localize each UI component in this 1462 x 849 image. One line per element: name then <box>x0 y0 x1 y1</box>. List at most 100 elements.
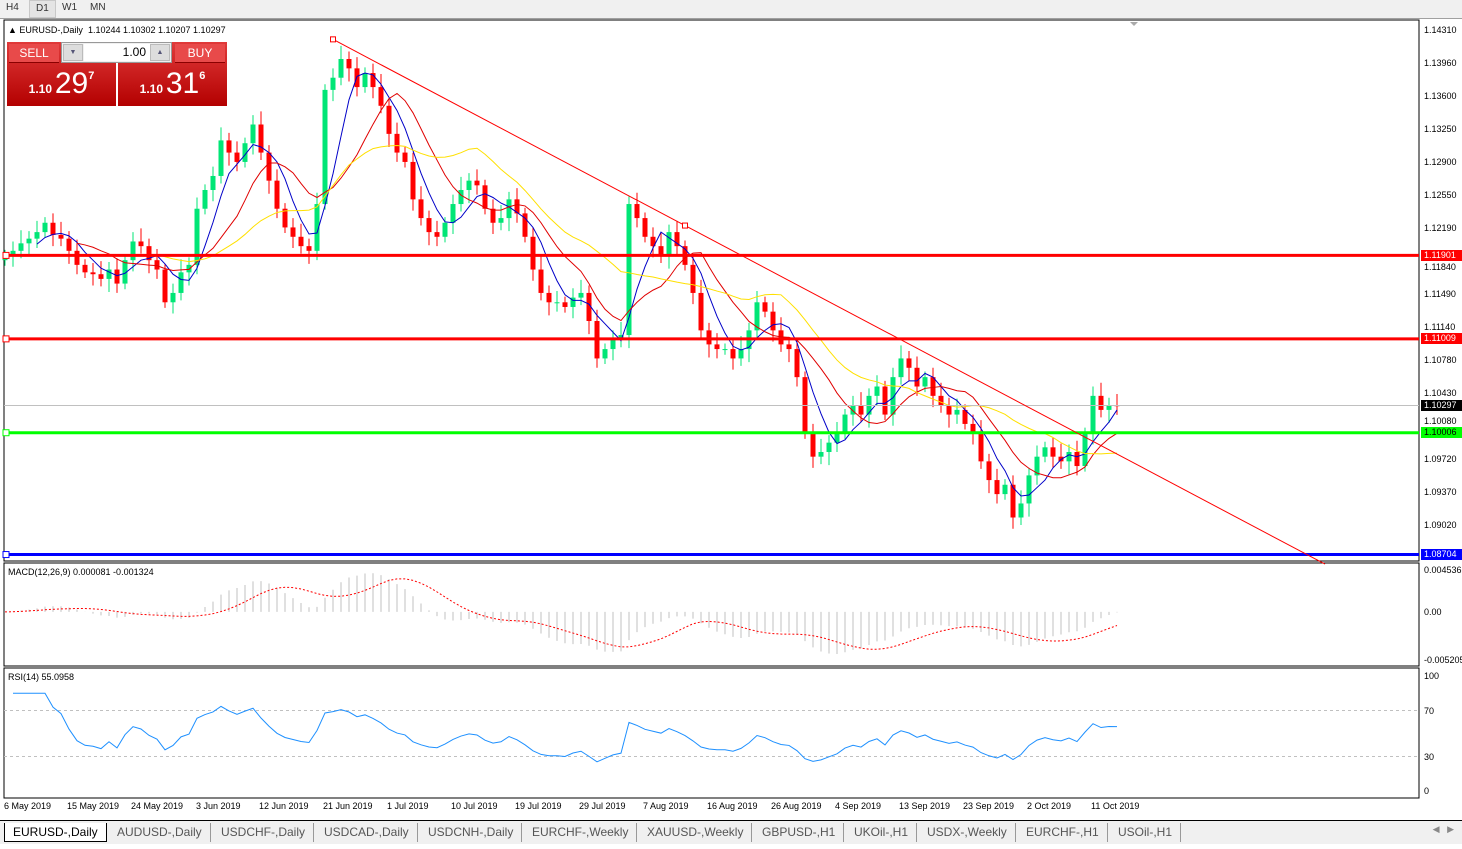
candle-body <box>906 358 912 368</box>
lot-decrease-icon[interactable]: ▼ <box>63 44 83 61</box>
date-axis-label: 4 Sep 2019 <box>835 801 882 811</box>
candle <box>914 356 920 396</box>
candle <box>970 414 976 445</box>
candle <box>474 169 480 195</box>
candle-body <box>738 349 744 359</box>
candle-body <box>138 241 144 247</box>
candle <box>386 98 392 147</box>
candle <box>890 367 896 426</box>
candle-body <box>1002 484 1008 495</box>
candle-body <box>690 264 696 293</box>
candle-body <box>578 292 584 298</box>
candle <box>794 337 800 387</box>
candle <box>1026 467 1032 517</box>
candle-body <box>10 250 16 256</box>
date-axis-label: 6 May 2019 <box>4 801 52 811</box>
candle-body <box>794 349 800 378</box>
candle-body <box>914 367 920 387</box>
price-axis-label: 1.12190 <box>1424 223 1457 234</box>
candle <box>674 220 680 256</box>
chart-tab[interactable]: GBPUSD-,H1 <box>754 823 845 842</box>
candle-body <box>178 272 184 293</box>
candle <box>1098 382 1104 418</box>
candle-body <box>1050 447 1056 457</box>
candle <box>586 285 592 335</box>
chart-tab[interactable]: AUDUSD-,Daily <box>109 823 211 842</box>
date-axis-label: 19 Jul 2019 <box>515 801 562 811</box>
timeframe-d1[interactable]: D1 <box>29 0 56 18</box>
candle-body <box>442 222 448 237</box>
timeframe-w1[interactable]: W1 <box>62 2 77 13</box>
date-axis-label: 29 Jul 2019 <box>579 801 626 811</box>
candle-body <box>1010 484 1016 518</box>
candle <box>858 392 864 423</box>
date-axis-label: 24 May 2019 <box>131 801 184 811</box>
candle <box>482 179 488 215</box>
candle <box>66 231 72 264</box>
candle-body <box>650 236 656 247</box>
date-axis-label: 13 Sep 2019 <box>899 801 951 811</box>
candle <box>18 230 24 259</box>
chart-tab[interactable]: USDCAD-,Daily <box>316 823 418 842</box>
candle-body <box>850 405 856 415</box>
candle-body <box>1042 447 1048 457</box>
candle <box>58 221 64 247</box>
candle-body <box>418 199 424 219</box>
price-axis-label: 1.13600 <box>1424 91 1457 102</box>
tab-scroll-arrows-icon[interactable]: ◀ ▶ <box>1432 824 1454 834</box>
chart-tab[interactable]: USDX-,Weekly <box>919 823 1016 842</box>
candle <box>346 51 352 82</box>
chart-tab[interactable]: UKOil-,H1 <box>846 823 918 842</box>
chart-canvas[interactable] <box>0 0 1462 820</box>
macd-label: MACD(12,26,9) 0.000081 -0.001324 <box>8 567 154 577</box>
candle-body <box>482 185 488 209</box>
candle-body <box>434 232 440 237</box>
candle-body <box>42 222 48 233</box>
candle <box>402 146 408 168</box>
candle-body <box>162 269 168 303</box>
candle-body <box>714 344 720 350</box>
candle-body <box>74 250 80 265</box>
chart-tab[interactable]: USDCNH-,Daily <box>420 823 523 842</box>
candle <box>170 283 176 314</box>
candle-body <box>34 232 40 239</box>
trendline <box>332 38 1326 565</box>
chart-tab[interactable]: EURCHF-,Weekly <box>524 823 638 842</box>
chart-tabs: EURUSD-,Daily AUDUSD-,Daily USDCHF-,Daily U… <box>0 820 1462 844</box>
level-handle <box>2 251 10 259</box>
level-price-tag: 1.10006 <box>1421 427 1462 439</box>
candle <box>1066 444 1072 475</box>
timeframe-h4[interactable]: H4 <box>6 2 19 13</box>
candle-body <box>922 377 928 387</box>
candle-body <box>266 152 272 181</box>
chart-tab[interactable]: XAUUSD-,Weekly <box>639 823 753 842</box>
candle <box>290 218 296 249</box>
candle <box>210 166 216 202</box>
candle-body <box>170 292 176 303</box>
chart-tab[interactable]: USOil-,H1 <box>1110 823 1182 842</box>
candle-body <box>634 204 640 219</box>
candle-body <box>642 218 648 237</box>
moving-average-20 <box>156 144 1118 455</box>
candle-body <box>402 152 408 162</box>
lot-size-input[interactable]: 1.00 <box>84 44 150 61</box>
sell-price: 1.10 297 <box>28 67 95 100</box>
price-axis-label: 1.10430 <box>1424 388 1457 399</box>
chart-tab[interactable]: EURUSD-,Daily <box>4 823 107 842</box>
candle <box>882 380 888 421</box>
candle <box>546 285 552 316</box>
candle <box>202 184 208 215</box>
lot-increase-icon[interactable]: ▲ <box>150 44 170 61</box>
candle <box>538 256 544 301</box>
candle <box>570 288 576 319</box>
chart-tab[interactable]: EURCHF-,H1 <box>1018 823 1108 842</box>
date-axis-label: 3 Jun 2019 <box>196 801 241 811</box>
date-axis-label: 21 Jun 2019 <box>323 801 373 811</box>
candle-body <box>218 140 224 176</box>
candle <box>50 213 56 247</box>
trendline-anchor <box>330 36 336 43</box>
candle <box>994 468 1000 504</box>
timeframe-mn[interactable]: MN <box>90 2 106 13</box>
chart-tab[interactable]: USDCHF-,Daily <box>213 823 314 842</box>
candle <box>98 261 104 287</box>
